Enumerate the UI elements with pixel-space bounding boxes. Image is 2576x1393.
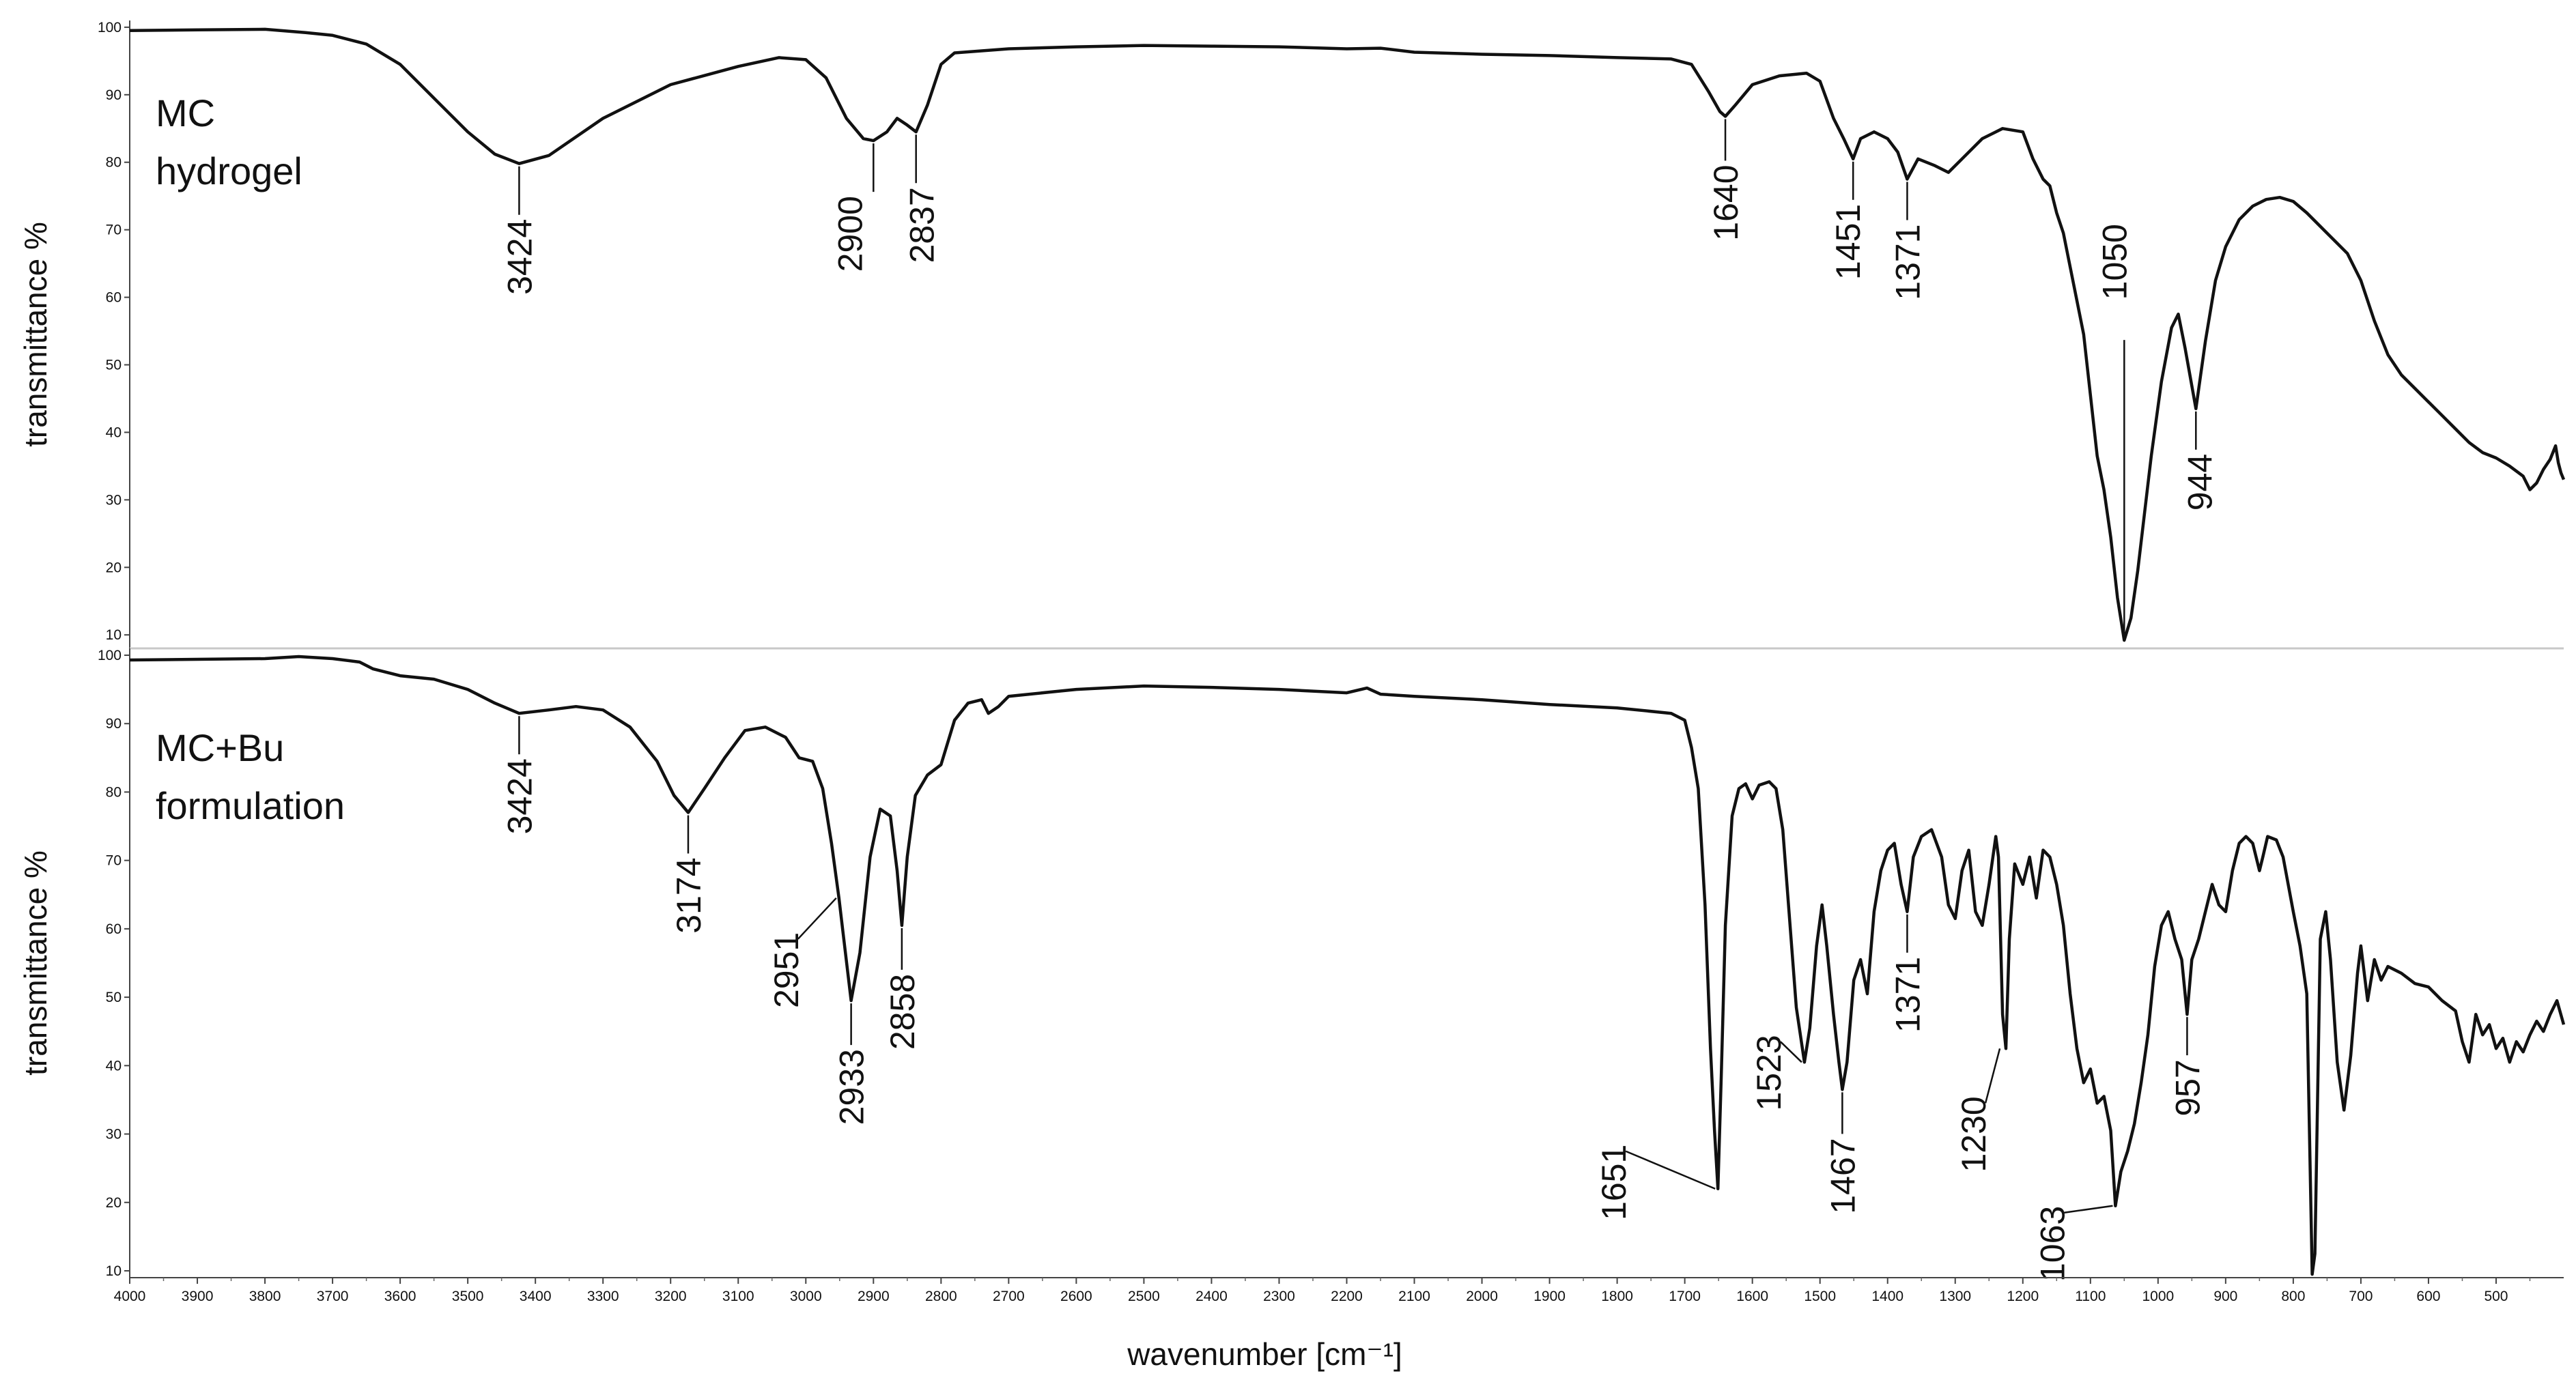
x-tick-label: 3400 — [520, 1289, 552, 1304]
y-tick-label: 90 — [106, 716, 122, 732]
peak-label: 1371 — [1888, 225, 1927, 300]
x-tick-label: 3900 — [182, 1289, 214, 1304]
peak-label: 1371 — [1888, 957, 1927, 1033]
x-tick-label: 1400 — [1871, 1289, 1903, 1304]
x-tick-label: 1300 — [1939, 1289, 1971, 1304]
x-tick-label: 800 — [2281, 1289, 2305, 1304]
y-tick-label: 90 — [106, 87, 122, 103]
y-tick-label: 30 — [106, 492, 122, 508]
peak-leader-line — [797, 897, 837, 940]
peak-leader-line — [1780, 1041, 1802, 1063]
x-tick-label: 700 — [2349, 1289, 2373, 1304]
x-tick-label: 500 — [2484, 1289, 2508, 1304]
y-tick-label: 10 — [106, 627, 122, 643]
peak-label: 1050 — [2095, 224, 2134, 300]
panel-label-line: MC+Bu — [156, 726, 284, 769]
panel-mc-bu-formulation: 10 20 30 40 50 60 70 80 90 100 transmittance % MC+B… — [18, 648, 2566, 1282]
x-tick-label: 1500 — [1804, 1289, 1836, 1304]
peak-label: 944 — [2181, 454, 2219, 511]
x-tick-label: 2400 — [1195, 1289, 1228, 1304]
x-tick-label: 1900 — [1533, 1289, 1566, 1304]
x-tick-label: 4000 — [114, 1289, 146, 1304]
y-axis-title: transmittance % — [18, 222, 53, 447]
y-tick-label: 40 — [106, 425, 122, 440]
x-tick-label: 1600 — [1736, 1289, 1768, 1304]
y-axis-title: transmittance % — [18, 850, 53, 1076]
peak-label: 2951 — [767, 932, 806, 1008]
y-tick-label: 20 — [106, 1195, 122, 1211]
y-tick-label: 100 — [98, 648, 122, 663]
x-tick-label: 3500 — [452, 1289, 484, 1304]
panel-label-line: MC — [156, 91, 215, 134]
peak-label: 1651 — [1595, 1145, 1633, 1220]
peak-label: 1467 — [1824, 1138, 1862, 1214]
y-tick-label: 60 — [106, 290, 122, 306]
peak-leader-line — [1625, 1150, 1716, 1190]
x-tick-label: 1100 — [2075, 1289, 2106, 1304]
y-tick-label: 70 — [106, 853, 122, 869]
y-tick-label: 70 — [106, 222, 122, 238]
peak-label: 3424 — [500, 758, 539, 834]
x-tick-label: 3100 — [722, 1289, 754, 1304]
spectrum-line — [129, 27, 2566, 642]
x-tick-label: 1000 — [2142, 1289, 2174, 1304]
x-tick-label: 1200 — [2007, 1289, 2039, 1304]
x-tick-label: 3300 — [587, 1289, 619, 1304]
x-tick-label: 1800 — [1601, 1289, 1633, 1304]
y-tick-label: 50 — [106, 990, 122, 1005]
x-axis-title: wavenumber [cm⁻¹] — [1127, 1336, 1402, 1372]
x-tick-label: 3700 — [317, 1289, 349, 1304]
y-tick-label: 80 — [106, 155, 122, 171]
peak-label: 3174 — [670, 858, 708, 934]
x-tick-label: 2700 — [993, 1289, 1025, 1304]
x-tick-label: 3800 — [249, 1289, 281, 1304]
spectrum-line — [129, 655, 2566, 1276]
x-tick-label: 3000 — [790, 1289, 822, 1304]
peak-leader-line — [2064, 1205, 2113, 1214]
peak-label: 2900 — [831, 196, 869, 272]
x-tick-label: 3600 — [384, 1289, 416, 1304]
x-tick-label: 900 — [2213, 1289, 2237, 1304]
peak-label: 957 — [2168, 1059, 2207, 1116]
peak-label: 3424 — [500, 219, 539, 295]
y-tick-label: 30 — [106, 1127, 122, 1143]
peak-leader-line — [1984, 1048, 2001, 1104]
y-tick-label: 20 — [106, 560, 122, 575]
peak-label: 1640 — [1707, 165, 1745, 241]
x-tick-label: 2100 — [1398, 1289, 1430, 1304]
y-tick-label: 10 — [106, 1263, 122, 1279]
x-tick-label: 1700 — [1669, 1289, 1701, 1304]
peak-label: 1451 — [1829, 204, 1867, 280]
x-tick-label: 2000 — [1466, 1289, 1498, 1304]
peak-label: 2837 — [903, 187, 942, 263]
y-tick-label: 100 — [98, 20, 122, 35]
x-tick-label: 2800 — [925, 1289, 957, 1304]
peak-label: 2858 — [883, 974, 922, 1050]
peak-label: 1230 — [1955, 1096, 1993, 1172]
y-tick-label: 40 — [106, 1058, 122, 1074]
peak-label: 2933 — [833, 1049, 871, 1125]
x-tick-label: 600 — [2416, 1289, 2440, 1304]
peak-label: 1523 — [1750, 1035, 1788, 1110]
x-tick-label: 2900 — [858, 1289, 890, 1304]
y-tick-label: 50 — [106, 358, 122, 373]
panel-label-line: hydrogel — [156, 149, 302, 192]
x-tick-label: 2300 — [1263, 1289, 1295, 1304]
y-tick-label: 60 — [106, 921, 122, 937]
panel-label-line: formulation — [156, 784, 345, 827]
panel-mc-hydrogel: 10 20 30 40 50 60 70 80 90 100 transmittance % MC hy… — [18, 20, 2566, 650]
x-tick-label: 2600 — [1060, 1289, 1092, 1304]
peak-label: 1063 — [2033, 1206, 2071, 1282]
x-tick-label: 3200 — [655, 1289, 687, 1304]
x-tick-label: 2500 — [1128, 1289, 1160, 1304]
y-tick-label: 80 — [106, 784, 122, 800]
x-tick-label: 2200 — [1331, 1289, 1363, 1304]
